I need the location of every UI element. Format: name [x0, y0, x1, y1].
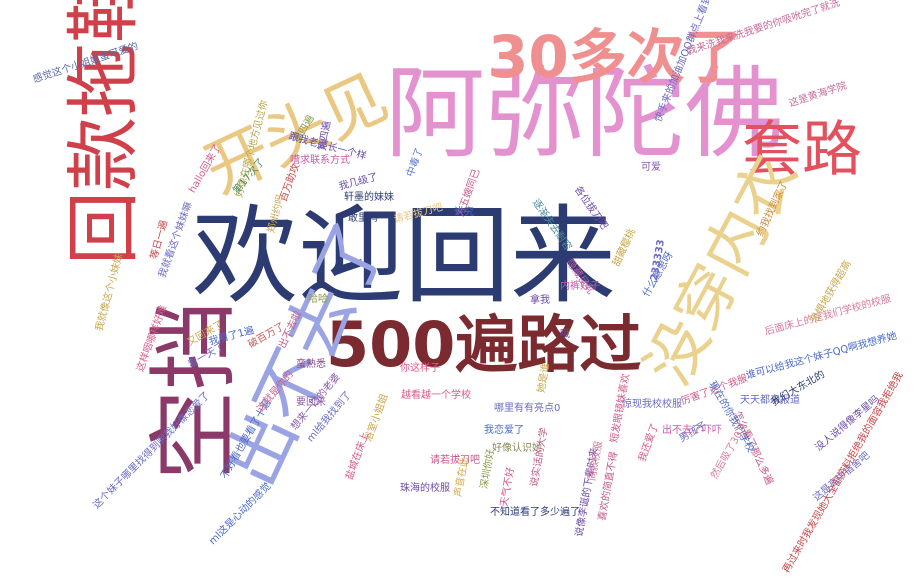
word-small: 越看越一个学校 — [401, 390, 471, 401]
word-small: 拿我 — [530, 295, 550, 306]
word-small: 说实话的大学 — [529, 426, 551, 488]
word-small: 哦 — [560, 329, 570, 340]
word-small: 我几级了 — [337, 171, 380, 193]
word-small: 不知道看了多少遍了 — [490, 507, 580, 518]
word-slippers: 回款拖鞋 — [61, 0, 147, 265]
word-empty-gear: 空挡 — [142, 300, 247, 480]
word-small: 蛮熟悉 — [296, 359, 326, 370]
word-small: 珠海的校服 — [400, 483, 450, 494]
word-trick: 套路 — [742, 115, 862, 185]
word-welcome-back: 欢迎回来 — [192, 195, 616, 318]
word-small: 敢里吗 — [348, 213, 378, 224]
word-500-times: 500遍路过 — [326, 308, 642, 381]
word-small: 轩墨的妹妹 — [344, 192, 394, 203]
word-small: 这是黄海学院 — [787, 80, 849, 110]
word-small: 哪里有有亮点0 — [494, 403, 561, 414]
word-small: 你这样子 — [400, 363, 440, 374]
word-small: 要回来 — [296, 397, 326, 408]
word-small: 惊现我校校服 — [622, 399, 682, 410]
word-small: 深圳你好 — [479, 448, 497, 490]
word-small: 嘈求联系方式 — [290, 155, 350, 166]
word-small: 再过来时我发现她大全部资料拒绝我的面容我拒绝我 — [781, 370, 906, 575]
word-small: 盐城在床上 — [344, 430, 372, 482]
word-small: 天气不好 — [499, 466, 517, 508]
word-small: 出不去了吓吓 — [662, 425, 722, 436]
word-small: 可爱 — [641, 162, 661, 173]
word-small: 哈哈 — [308, 294, 328, 305]
word-small: 内裤好子 — [560, 281, 600, 292]
word-small: 天天都来报道 — [740, 395, 800, 406]
word-small: 好像认识她 — [492, 443, 542, 454]
word-small: 请若拔刀吧 — [430, 455, 480, 466]
word-small: ml这是心动的感觉 — [207, 480, 274, 548]
word-small: 讲究 — [454, 207, 474, 218]
word-amituofo: 阿弥陀佛 — [385, 55, 785, 172]
word-30-times: 30多次了 — [488, 23, 743, 91]
word-small: 我还爱了 — [637, 422, 662, 464]
word-small: 我恋爱了 — [484, 425, 524, 436]
